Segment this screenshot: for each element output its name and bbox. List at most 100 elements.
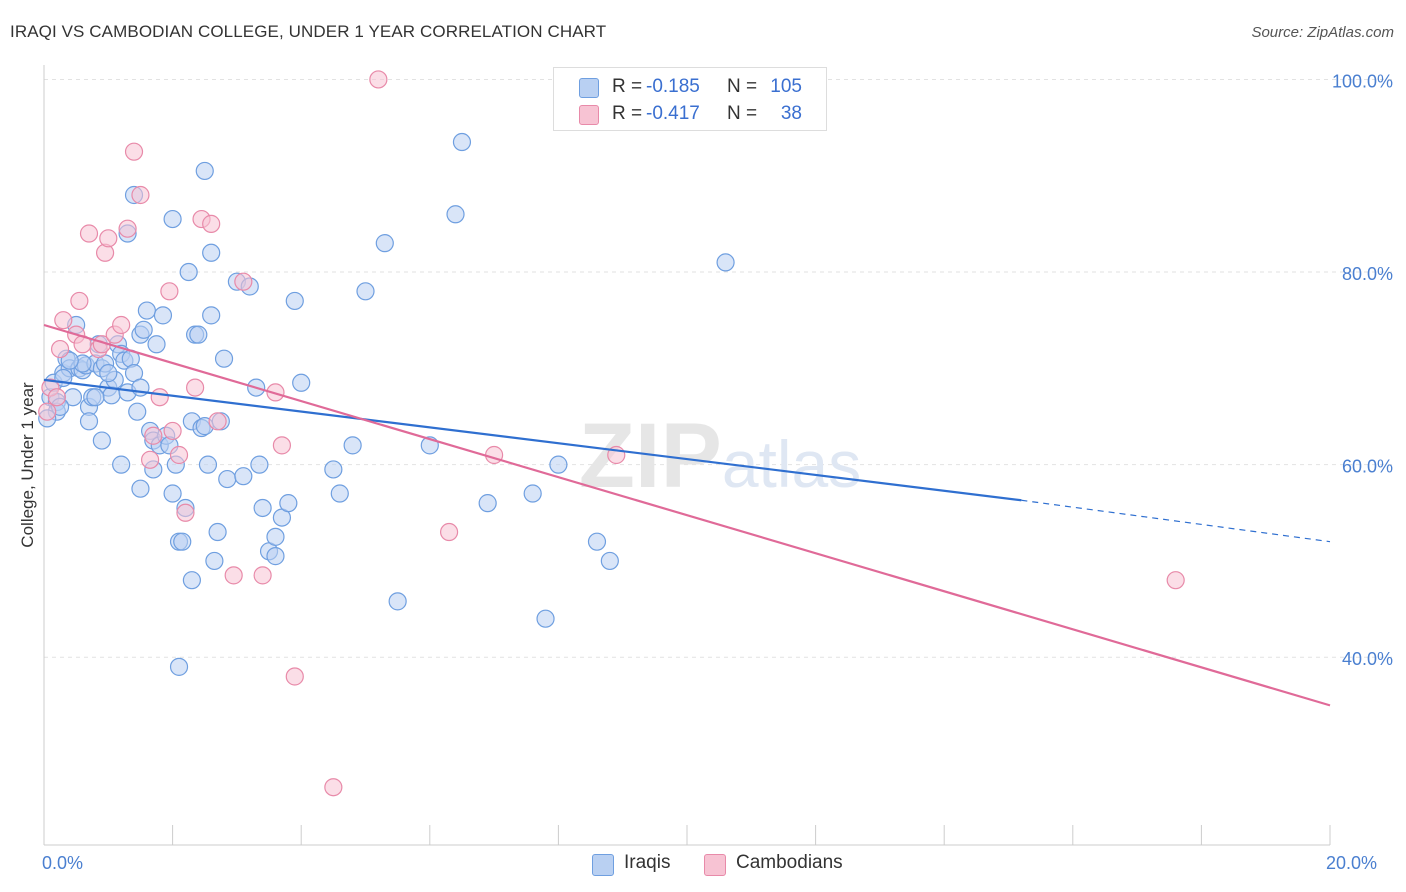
cambodians-trendline (43, 323, 1331, 707)
cambodians-point (163, 421, 182, 441)
source-label: Source: ZipAtlas.com (1251, 24, 1394, 41)
legend-r-value-cambodians: -0.417 (646, 103, 700, 124)
cambodians-point (150, 388, 169, 407)
iraqis-point (92, 431, 111, 450)
iraqis-point (250, 455, 269, 474)
axis-layer (43, 65, 1331, 846)
iraqis-point (128, 402, 147, 421)
iraqis-point (79, 412, 99, 431)
iraqis-point (234, 467, 253, 486)
iraqis-point (587, 532, 607, 551)
iraqis-point (137, 301, 156, 320)
cambodians-point (118, 219, 137, 238)
iraqis-point (198, 455, 218, 474)
y-axis-label: College, Under 1 year (18, 382, 37, 548)
cambodians-point (79, 224, 99, 243)
iraqis-point (214, 349, 234, 368)
iraqis-point (266, 547, 285, 566)
cambodians-point (272, 436, 292, 455)
iraqis-point (99, 364, 118, 383)
y-tick-label: 60.0% (1342, 457, 1393, 477)
y-tick-label: 100.0% (1332, 71, 1393, 91)
iraqis-swatch (579, 78, 599, 98)
iraqis-point (218, 469, 237, 489)
legend-r-value-iraqis: -0.185 (646, 76, 700, 97)
cambodians-point (202, 214, 221, 233)
cambodians-point (99, 229, 118, 248)
cambodians-point (439, 522, 459, 542)
iraqis-point (147, 335, 166, 354)
iraqis-point (343, 436, 362, 455)
cambodians-point (234, 272, 253, 291)
chart-title: IRAQI VS CAMBODIAN COLLEGE, UNDER 1 YEAR… (10, 22, 607, 41)
cambodians-point (1166, 571, 1185, 590)
iraqis-point (285, 291, 304, 311)
bottom-legend-iraqis: Iraqis (624, 852, 671, 873)
cambodians-point (169, 445, 189, 465)
iraqis-point (600, 551, 619, 571)
iraqis-point (169, 657, 189, 676)
iraqis-trendline (43, 378, 1022, 502)
iraqis-point (253, 498, 272, 518)
legend-r-label: R = (612, 76, 643, 97)
iraqis-point (195, 161, 214, 181)
cambodians-point (324, 778, 343, 797)
correlation-legend: R = -0.185 N = 105 R = -0.417 N = 38 (553, 67, 827, 131)
cambodians-point (54, 311, 73, 330)
iraqis-point (478, 494, 497, 513)
cambodians-point (186, 378, 205, 397)
bottom-legend-iraqis-swatch (592, 854, 614, 876)
iraqis-point (202, 306, 221, 325)
cambodians-point (47, 388, 66, 407)
iraqis-point (266, 527, 285, 546)
iraqis-point (330, 484, 349, 503)
legend-row-cambodians: R = -0.417 N = 38 (554, 100, 826, 128)
iraqis-point (86, 388, 105, 407)
legend-n-label: N = (727, 76, 758, 97)
cambodians-point (369, 70, 388, 89)
iraqis-point (182, 571, 201, 590)
iraqis-point (131, 479, 150, 498)
legend-n-label: N = (727, 103, 758, 124)
bottom-legend-cambodians: Cambodians (736, 852, 843, 873)
y-tick-label: 40.0% (1342, 649, 1393, 669)
legend-n-value-iraqis: 105 (770, 76, 802, 97)
iraqis-point (356, 282, 375, 301)
iraqis-point (292, 373, 311, 392)
iraqis-point (536, 609, 555, 628)
watermark: ZIPatlas (579, 405, 862, 507)
watermark-atlas: atlas (722, 427, 861, 501)
iraqis-point (279, 494, 298, 513)
iraqis-point (134, 320, 153, 339)
iraqis-point (153, 306, 173, 325)
iraqis-point (205, 551, 224, 571)
iraqis-point (523, 484, 542, 503)
cambodians-points (38, 70, 1185, 797)
iraqis-point (189, 325, 208, 344)
cambodians-point (112, 315, 131, 335)
iraqis-point (388, 592, 407, 611)
grid-layer (44, 78, 1392, 658)
iraqis-point (446, 205, 465, 224)
iraqis-point (324, 460, 343, 479)
iraqis-point (549, 455, 568, 474)
y-tick-labels: 40.0% 60.0% 80.0% 100.0% (1332, 71, 1393, 669)
cambodians-point (253, 566, 272, 585)
cambodians-point (285, 667, 304, 686)
cambodians-swatch (579, 105, 599, 125)
legend-row-iraqis: R = -0.185 N = 105 (554, 73, 826, 101)
iraqis-point (163, 484, 182, 503)
iraqis-point (112, 455, 131, 474)
cambodians-point (50, 339, 70, 359)
cambodians-point (224, 566, 243, 585)
bottom-legend-cambodians-swatch (704, 854, 726, 876)
cambodians-point (208, 412, 227, 431)
iraqis-point (208, 522, 227, 542)
iraqis-point (173, 532, 192, 551)
trend-layer (43, 323, 1331, 707)
iraqis-point (716, 253, 735, 272)
cambodians-point (38, 402, 57, 421)
y-tick-label: 80.0% (1342, 264, 1393, 284)
cambodians-point (160, 282, 179, 301)
